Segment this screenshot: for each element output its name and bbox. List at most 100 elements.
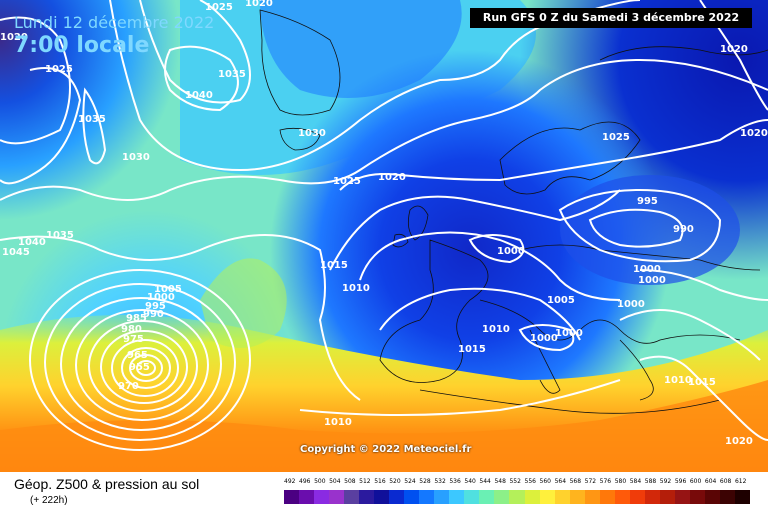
legend-swatch: 492 <box>284 478 300 504</box>
legend-swatch: 524 <box>404 478 420 504</box>
legend-level-label: 548 <box>494 478 506 485</box>
legend-swatch: 512 <box>359 478 375 504</box>
legend-swatch: 564 <box>554 478 570 504</box>
legend-level-label: 596 <box>674 478 687 485</box>
legend-swatch: 520 <box>389 478 405 504</box>
isobar-label: 1040 <box>185 90 213 101</box>
forecast-offset: (+ 222h) <box>30 495 68 506</box>
map-title: Géop. Z500 & pression au sol <box>14 476 200 492</box>
legend-level-label: 520 <box>389 478 401 485</box>
isobar-label: 1010 <box>664 375 692 386</box>
legend-swatch: 496 <box>299 478 315 504</box>
legend-swatch: 500 <box>314 478 330 504</box>
midatlantic-ridge <box>200 258 287 348</box>
legend-swatch: 572 <box>584 478 600 504</box>
legend-swatch: 576 <box>599 478 615 504</box>
weather-map: 1025 1020 1020 1025 1035 1040 1035 1030 … <box>0 0 768 472</box>
isobar-label: 1025 <box>45 64 73 75</box>
legend-swatch: 544 <box>479 478 495 504</box>
legend-swatch: 604 <box>704 478 720 504</box>
legend-swatch: 596 <box>674 478 690 504</box>
isobar-label: 1000 <box>555 328 583 339</box>
isobar-label: 1035 <box>218 69 246 80</box>
isobar-label: 1000 <box>497 246 525 257</box>
isobar-label: 1030 <box>122 152 150 163</box>
legend-level-label: 540 <box>464 478 476 485</box>
legend-level-label: 572 <box>584 478 597 485</box>
legend-level-label: 592 <box>659 478 672 485</box>
legend-swatch: 536 <box>449 478 465 504</box>
isobar-label: 1010 <box>324 417 352 428</box>
color-scale-legend: 492 496 500 504 508 512 516 520 524 528 532 536 540 5… <box>284 478 750 504</box>
isobar-label: 1015 <box>688 377 716 388</box>
isobar-label: 1000 <box>147 292 175 303</box>
legend-swatch: 568 <box>569 478 585 504</box>
isobar-label: 990 <box>143 309 164 320</box>
legend-level-label: 600 <box>689 478 702 485</box>
legend-level-label: 536 <box>449 478 461 485</box>
isobar-label: 1020 <box>245 0 273 9</box>
forecast-date: Lundi 12 décembre 2022 <box>14 13 215 32</box>
legend-level-label: 504 <box>329 478 341 485</box>
isobar-labels: 1025 1020 1020 1025 1035 1040 1035 1030 … <box>0 0 768 447</box>
isobar-label: 995 <box>637 196 658 207</box>
legend-level-label: 564 <box>554 478 567 485</box>
legend-level-label: 524 <box>404 478 416 485</box>
isobar-label: 1000 <box>638 275 666 286</box>
legend-level-label: 584 <box>629 478 642 485</box>
isobar-label: 1000 <box>617 299 645 310</box>
run-info-banner: Run GFS 0 Z du Samedi 3 décembre 2022 <box>470 8 752 28</box>
legend-swatch: 508 <box>344 478 360 504</box>
isobar-label: 970 <box>118 381 139 392</box>
legend-swatch: 592 <box>659 478 675 504</box>
isobar-label: 1020 <box>378 172 406 183</box>
isobar-label: 1005 <box>547 295 575 306</box>
isobar-label: 1015 <box>458 344 486 355</box>
isobar-label: 995 <box>145 301 166 312</box>
isobar-label: 990 <box>673 224 694 235</box>
legend-level-label: 528 <box>419 478 431 485</box>
legend-level-label: 556 <box>524 478 536 485</box>
copyright-notice: Copyright © 2022 Meteociel.fr <box>300 444 472 455</box>
isobar-label: 1020 <box>720 44 748 55</box>
legend-swatch: 612 <box>734 478 750 504</box>
legend-level-label: 552 <box>509 478 521 485</box>
legend-level-label: 532 <box>434 478 446 485</box>
legend-level-label: 612 <box>734 478 747 485</box>
legend-swatch: 588 <box>644 478 660 504</box>
isobar-label: 965 <box>127 350 148 361</box>
isobar-label: 1020 <box>0 32 28 43</box>
isobar-label: 1030 <box>298 128 326 139</box>
isobar-label: 1020 <box>740 128 768 139</box>
legend-level-label: 608 <box>719 478 732 485</box>
legend-swatch: 504 <box>329 478 345 504</box>
legend-swatch: 600 <box>689 478 705 504</box>
legend-level-label: 508 <box>344 478 356 485</box>
legend-level-label: 604 <box>704 478 717 485</box>
legend-swatch: 532 <box>434 478 450 504</box>
isobar-label: 1010 <box>342 283 370 294</box>
legend-swatch: 516 <box>374 478 390 504</box>
legend-level-label: 496 <box>299 478 311 485</box>
legend-level-label: 560 <box>539 478 551 485</box>
isobar-label: 1025 <box>333 176 361 187</box>
legend-level-label: 544 <box>479 478 491 485</box>
isobar-label: 1040 <box>18 237 46 248</box>
legend-level-label: 512 <box>359 478 371 485</box>
legend-level-label: 580 <box>614 478 627 485</box>
legend-swatch: 548 <box>494 478 510 504</box>
isobar-label: 955 <box>129 362 150 373</box>
isobar-label: 1025 <box>205 2 233 13</box>
isobar-label: 1000 <box>530 333 558 344</box>
legend-swatch: 580 <box>614 478 630 504</box>
isobar-label: 980 <box>121 324 142 335</box>
legend-level-label: 516 <box>374 478 386 485</box>
forecast-time: 7:00 locale <box>14 33 150 58</box>
isobar-label: 985 <box>126 313 147 324</box>
legend-swatch: 528 <box>419 478 435 504</box>
southern-warm-band <box>0 380 768 472</box>
legend-swatch: 556 <box>524 478 540 504</box>
isobar-label: 1005 <box>154 284 182 295</box>
legend-level-label: 588 <box>644 478 657 485</box>
legend-level-label: 500 <box>314 478 326 485</box>
